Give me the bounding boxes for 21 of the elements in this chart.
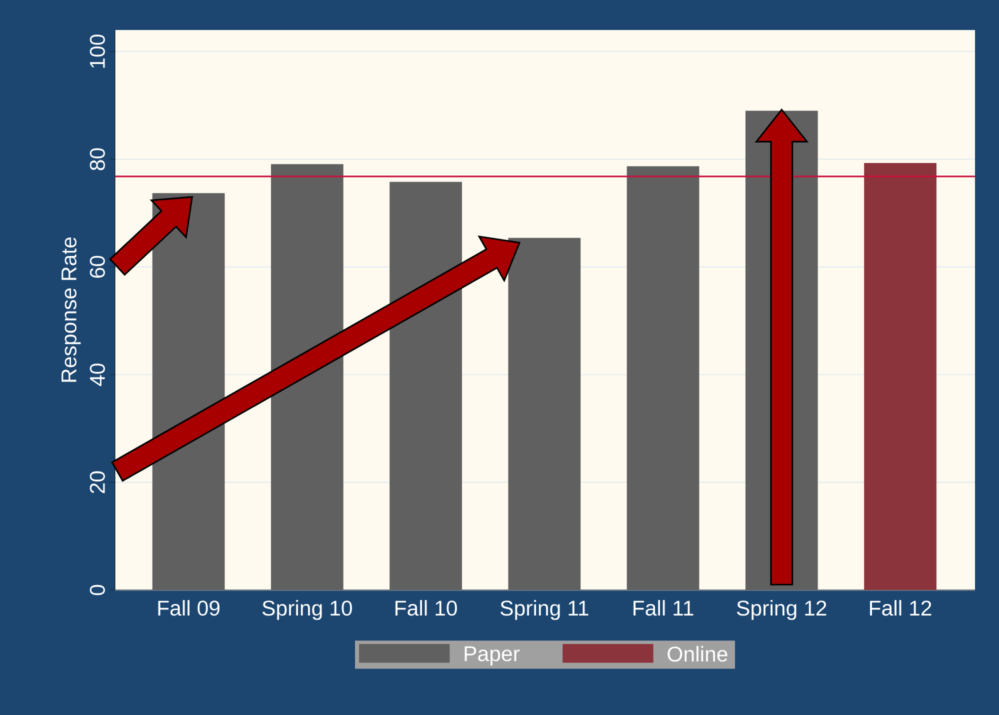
bar — [626, 166, 700, 590]
bar — [270, 164, 344, 590]
y-tick-label: 80 — [90, 148, 105, 170]
y-tick-label: 0 — [90, 584, 105, 596]
x-tick-label: Fall 09 — [158, 600, 220, 616]
y-tick-label: 100 — [90, 34, 105, 68]
y-tick-label: 40 — [90, 364, 105, 386]
x-tick-label: Fall 10 — [396, 600, 457, 616]
bar — [508, 238, 581, 590]
legend-label: Online — [668, 646, 728, 662]
bar — [390, 182, 462, 590]
bar — [864, 163, 936, 590]
x-tick-label: Spring 10 — [262, 600, 352, 620]
y-tick-label: 60 — [90, 256, 105, 278]
x-tick-label: Spring 11 — [500, 600, 588, 620]
x-tick-label: Fall 11 — [634, 600, 694, 616]
x-tick-label: Fall 12 — [870, 600, 932, 616]
y-axis-title: Response Rate — [62, 237, 81, 382]
legend-label: Paper — [464, 646, 520, 666]
x-tick-label: Spring 12 — [736, 600, 826, 620]
y-tick-label: 20 — [90, 471, 105, 494]
